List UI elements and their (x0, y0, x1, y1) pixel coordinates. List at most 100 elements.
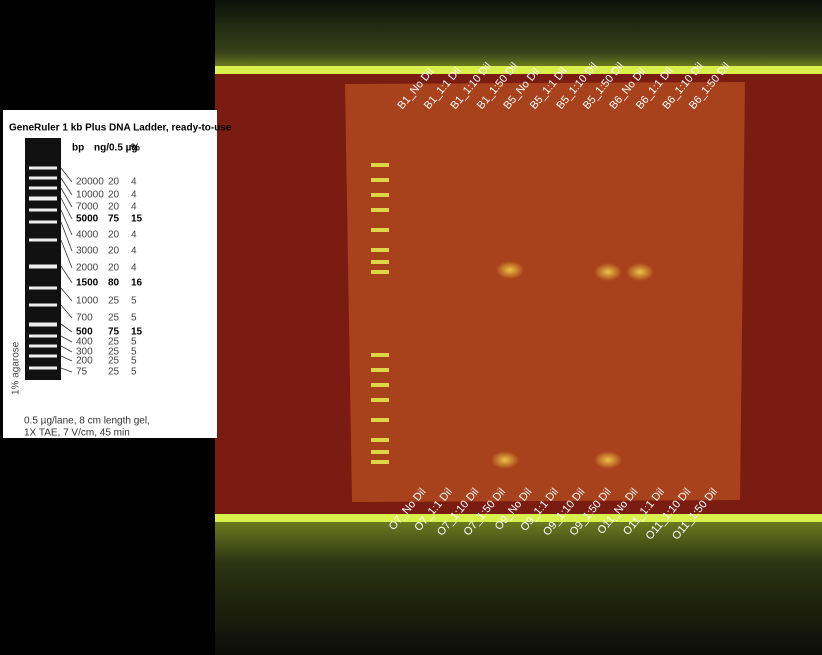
gel-band (371, 260, 389, 264)
ladder-band (29, 186, 57, 190)
ladder-band (29, 303, 57, 307)
ladder-cell: 25 (108, 367, 120, 378)
gel-glow (491, 451, 519, 469)
tray-edge (215, 66, 822, 74)
ladder-band (29, 286, 57, 290)
ladder-cell: 300 (76, 347, 93, 358)
ladder-leader (60, 287, 73, 302)
ladder-cell: 10000 (76, 190, 104, 201)
ladder-cell: 3000 (76, 246, 99, 257)
ladder-cell: 4 (131, 263, 137, 274)
gel-band (371, 383, 389, 387)
ladder-band (29, 354, 57, 358)
ladder-cell: 4000 (76, 230, 99, 241)
ladder-cell: 5 (131, 356, 137, 367)
ladder-cell: 4 (131, 177, 137, 188)
ladder-leader (60, 345, 73, 353)
ladder-cell: 5000 (76, 214, 99, 225)
ladder-leader (60, 187, 73, 208)
ladder-band (29, 366, 57, 370)
ladder-cell: 20 (108, 177, 120, 188)
ladder-cell: 1000 (76, 296, 99, 307)
ladder-cell: 20 (108, 263, 120, 274)
ladder-cell: 2000 (76, 263, 99, 274)
ladder-cell: 7000 (76, 202, 99, 213)
ladder-cell: 500 (76, 327, 93, 338)
ladder-title: GeneRuler 1 kb Plus DNA Ladder, ready-to… (9, 123, 232, 134)
ladder-band (29, 220, 57, 224)
ladder-band (29, 322, 57, 327)
side-label: 1% agarose (11, 341, 22, 395)
gel-band (371, 228, 389, 232)
ladder-band (29, 264, 57, 269)
tray-edge (215, 514, 822, 522)
ladder-cell: 80 (108, 278, 120, 289)
ladder-lane (25, 138, 61, 380)
ladder-cell: 75 (108, 214, 120, 225)
gel-band (371, 178, 389, 182)
ladder-cell: 25 (108, 337, 120, 348)
gel-band (371, 353, 389, 357)
gel-band (371, 460, 389, 464)
ladder-leader (60, 167, 73, 183)
ladder-cell: 15 (131, 327, 143, 338)
ladder-leader (60, 239, 73, 269)
ladder-cell: 25 (108, 347, 120, 358)
ladder-leader (60, 265, 73, 284)
ladder-cell: 20 (108, 190, 120, 201)
ladder-cell: 20 (108, 246, 120, 257)
gel-band (371, 248, 389, 252)
gel-band (371, 163, 389, 167)
ladder-header: bp (72, 143, 84, 154)
ladder-leader (60, 221, 73, 252)
gel-band (371, 193, 389, 197)
ladder-leader (60, 335, 73, 343)
ladder-cell: 75 (76, 367, 88, 378)
ladder-cell: 25 (108, 313, 120, 324)
ladder-cell: 4 (131, 190, 137, 201)
ladder-cell: 25 (108, 356, 120, 367)
ladder-cell: 75 (108, 327, 120, 338)
ladder-cell: 5 (131, 347, 137, 358)
gel-glow (594, 263, 622, 281)
ladder-cell: 20000 (76, 177, 104, 188)
ladder-cell: 5 (131, 296, 137, 307)
ladder-leader (60, 209, 73, 236)
ladder-cell: 20 (108, 202, 120, 213)
ladder-cell: 16 (131, 278, 143, 289)
footer: 1X TAE, 7 V/cm, 45 min (24, 428, 130, 439)
ladder-cell: 1500 (76, 278, 99, 289)
ladder-band (29, 196, 57, 201)
gel-band (371, 398, 389, 402)
ladder-cell: 5 (131, 367, 137, 378)
ladder-leader (60, 367, 73, 373)
ladder-band (29, 238, 57, 242)
tray-bottom (215, 522, 822, 655)
gel-band (371, 368, 389, 372)
ladder-cell: 4 (131, 202, 137, 213)
ladder-cell: 4 (131, 246, 137, 257)
ladder-header: % (131, 143, 140, 154)
ladder-band (29, 334, 57, 338)
ladder-band (29, 166, 57, 170)
ladder-band (29, 208, 57, 212)
gel-slab (345, 82, 745, 502)
ladder-band (29, 344, 57, 348)
ladder-cell: 200 (76, 356, 93, 367)
footer: 0.5 µg/lane, 8 cm length gel, (24, 416, 150, 427)
ladder-cell: 20 (108, 230, 120, 241)
ladder-cell: 4 (131, 230, 137, 241)
ladder-cell: 5 (131, 313, 137, 324)
ladder-header: ng/0.5 µg (94, 143, 138, 154)
ladder-leader (60, 177, 73, 196)
ladder-cell: 5 (131, 337, 137, 348)
gel-glow (594, 451, 622, 469)
ladder-cell: 15 (131, 214, 143, 225)
ladder-leader (60, 197, 73, 220)
gel-band (371, 418, 389, 422)
ladder-cell: 400 (76, 337, 93, 348)
tray-top (215, 0, 822, 66)
gel-glow (496, 261, 524, 279)
gel-band (371, 270, 389, 274)
